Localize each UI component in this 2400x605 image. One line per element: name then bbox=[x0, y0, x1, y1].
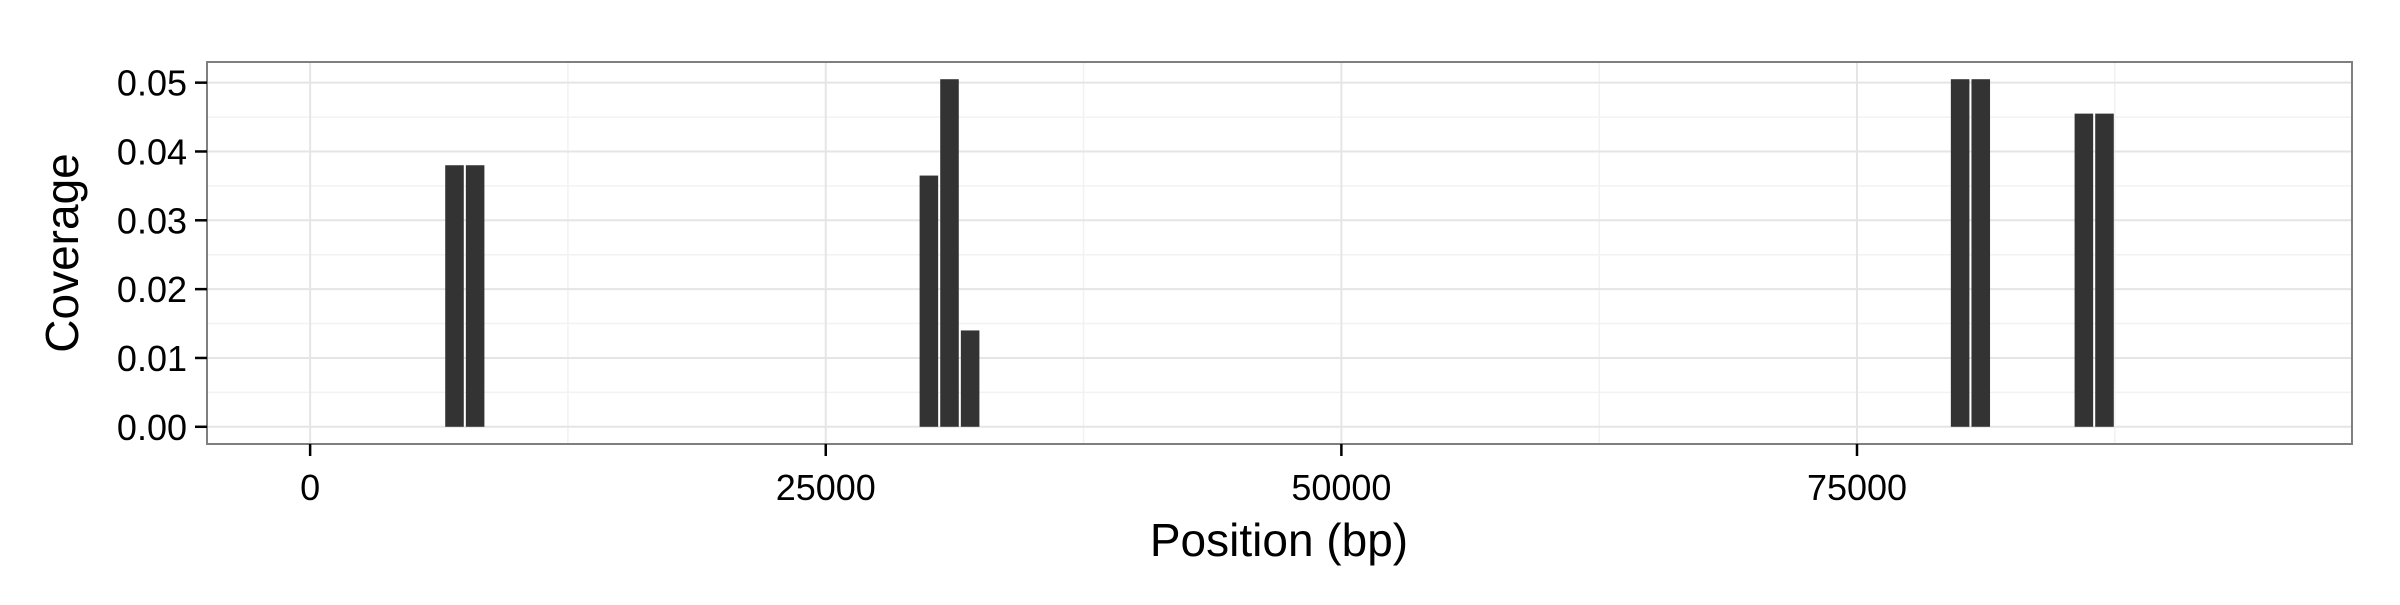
y-axis: 0.00 0.01 0.02 0.03 0.04 0.05 bbox=[117, 63, 207, 448]
minor-gridlines bbox=[207, 62, 2352, 444]
y-tick-label: 0.00 bbox=[117, 407, 187, 448]
plot-background bbox=[207, 62, 2352, 444]
bar bbox=[1971, 79, 1991, 427]
bar bbox=[960, 330, 980, 427]
bar bbox=[1950, 79, 1970, 427]
plot-border bbox=[206, 61, 2353, 445]
y-axis-label: Coverage bbox=[36, 153, 88, 352]
x-tick-label: 50000 bbox=[1291, 467, 1391, 508]
x-axis-label: Position (bp) bbox=[1150, 514, 1408, 566]
bar bbox=[2095, 113, 2114, 427]
bar bbox=[2074, 113, 2094, 427]
y-tick-label: 0.02 bbox=[117, 269, 187, 310]
bars bbox=[445, 79, 2114, 427]
y-tick-label: 0.01 bbox=[117, 338, 187, 379]
bar bbox=[465, 165, 485, 427]
bar bbox=[445, 165, 464, 427]
y-tick-label: 0.04 bbox=[117, 131, 187, 172]
y-tick-label: 0.05 bbox=[117, 63, 187, 104]
x-axis: 0 25000 50000 75000 bbox=[300, 444, 1907, 508]
y-tick-label: 0.03 bbox=[117, 200, 187, 241]
x-tick-label: 75000 bbox=[1807, 467, 1907, 508]
x-tick-label: 0 bbox=[300, 467, 320, 508]
major-gridlines bbox=[207, 62, 2352, 444]
x-tick-label: 25000 bbox=[776, 467, 876, 508]
bar bbox=[919, 175, 939, 427]
bar bbox=[940, 79, 959, 427]
